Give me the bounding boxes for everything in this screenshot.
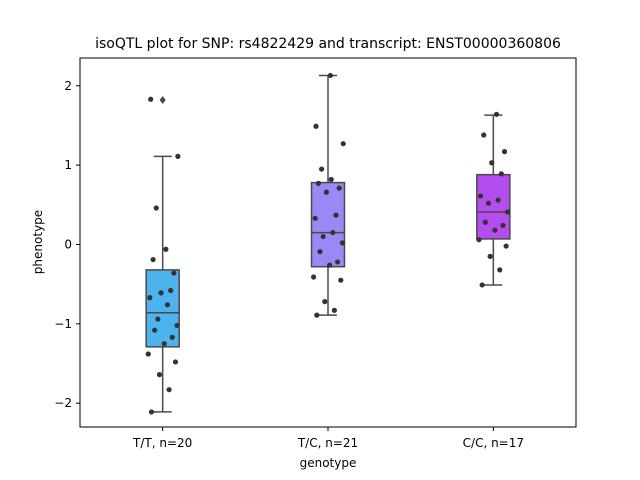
data-point [477, 193, 484, 199]
box-body [310, 181, 346, 268]
data-point [320, 233, 326, 240]
data-point [327, 262, 333, 268]
data-point [327, 72, 333, 79]
data-point [495, 197, 501, 203]
data-point [485, 200, 492, 206]
data-point [333, 212, 339, 218]
y-tick-label: 0 [64, 237, 72, 251]
x-tick-label: T/T, n=20 [132, 436, 192, 450]
data-point [322, 299, 328, 305]
data-point [503, 243, 509, 249]
y-tick-label: 1 [64, 158, 72, 172]
data-point [147, 295, 153, 301]
data-point [313, 123, 319, 129]
data-point [487, 253, 493, 259]
data-point [163, 246, 169, 252]
data-point [155, 316, 161, 322]
data-point [328, 176, 334, 183]
x-axis: T/T, n=20 T/C, n=21 C/C, n=17 [132, 427, 524, 450]
data-point [498, 171, 504, 177]
y-tick-label: 2 [64, 79, 72, 93]
data-point [166, 387, 172, 393]
data-point [336, 185, 342, 191]
data-point [150, 256, 156, 263]
data-point [330, 229, 336, 236]
data-point [164, 302, 171, 308]
data-point [505, 209, 511, 215]
data-point [335, 259, 341, 265]
data-point [148, 96, 154, 102]
data-point [161, 341, 167, 347]
data-point [148, 409, 155, 415]
data-point [323, 189, 329, 195]
x-axis-label: genotype [300, 456, 357, 470]
data-point [314, 312, 320, 318]
data-point [481, 132, 487, 138]
data-point [479, 282, 485, 288]
data-point [493, 111, 500, 117]
box-series [145, 72, 511, 415]
data-point [338, 277, 344, 283]
data-point [501, 149, 508, 155]
y-tick-label: −1 [54, 317, 72, 331]
data-point [319, 166, 325, 172]
data-point [482, 219, 488, 225]
data-point [331, 307, 337, 313]
data-point [171, 270, 177, 276]
data-point [311, 274, 317, 280]
box-body [145, 269, 180, 348]
data-point [158, 290, 164, 296]
data-point [340, 141, 346, 147]
data-point [339, 240, 345, 246]
x-tick-label: C/C, n=17 [463, 436, 524, 450]
data-point [497, 267, 503, 273]
data-point [476, 237, 482, 243]
data-point [168, 287, 174, 294]
chart-title: isoQTL plot for SNP: rs4822429 and trans… [95, 36, 561, 52]
data-point [317, 249, 323, 255]
data-point [153, 205, 159, 211]
outlier-marker [159, 96, 166, 105]
data-point [315, 180, 321, 186]
data-point [169, 334, 175, 340]
data-point [500, 222, 506, 229]
y-axis: −2 −1 0 1 2 [54, 79, 80, 410]
data-point [175, 153, 181, 159]
x-tick-label: T/C, n=21 [297, 436, 358, 450]
data-point [174, 322, 180, 329]
y-tick-label: −2 [54, 396, 72, 410]
y-axis-label: phenotype [31, 210, 45, 274]
data-point [492, 227, 498, 233]
data-point [156, 372, 163, 378]
data-point [312, 215, 318, 221]
data-point [145, 351, 151, 357]
data-point [152, 327, 158, 333]
data-point [172, 359, 179, 365]
data-point [489, 160, 495, 166]
